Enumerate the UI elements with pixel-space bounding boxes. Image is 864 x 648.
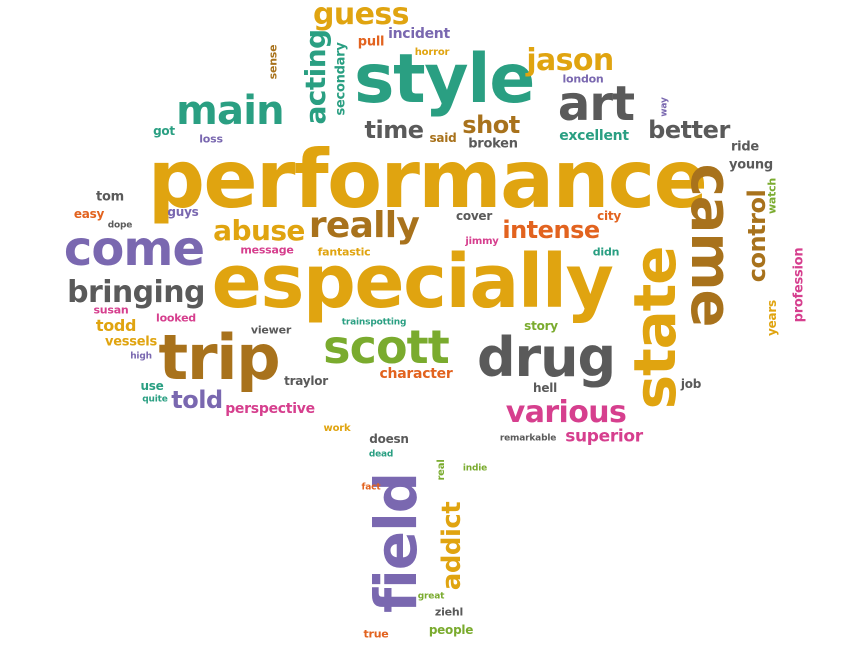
word: years (765, 300, 779, 336)
word: easy (73, 207, 105, 221)
word: style (354, 40, 535, 119)
word: excellent (559, 128, 629, 144)
word: story (524, 319, 558, 333)
word: jason (526, 43, 614, 78)
word: said (429, 131, 457, 145)
word: sense (266, 44, 280, 80)
word: viewer (250, 323, 292, 337)
word: bringing (67, 275, 205, 310)
word: shot (462, 111, 520, 139)
word: came (678, 163, 743, 327)
word: job (680, 377, 702, 391)
word: scott (323, 320, 450, 374)
word: main (176, 88, 284, 134)
word: remarkable (499, 433, 557, 444)
word: ride (731, 139, 759, 155)
word: quite (142, 394, 168, 405)
word: superior (565, 426, 643, 447)
word: fantastic (317, 245, 371, 259)
word: really (308, 205, 420, 246)
word: didn (592, 245, 620, 259)
word: character (379, 366, 453, 382)
word: message (240, 243, 294, 257)
word: ziehl (434, 605, 464, 619)
word: susan (93, 303, 129, 317)
word: loss (199, 132, 223, 146)
word: people (428, 623, 474, 637)
word: high (130, 351, 152, 362)
word: perspective (225, 401, 315, 417)
word: tom (96, 189, 124, 205)
word: london (562, 72, 604, 86)
word: use (140, 379, 164, 393)
word: abuse (213, 214, 305, 247)
word: secondary (333, 42, 349, 116)
word: come (63, 221, 205, 277)
word: time (364, 116, 424, 144)
word: pull (357, 34, 385, 50)
word: vessels (105, 334, 157, 350)
word: watch (765, 177, 779, 215)
word: great (417, 591, 445, 602)
word: work (323, 423, 351, 434)
word: young (729, 157, 773, 173)
word: performance (147, 133, 708, 226)
word: traylor (284, 374, 328, 388)
word: todd (95, 316, 137, 335)
word: intense (502, 216, 600, 244)
word: art (557, 76, 635, 132)
word: state (621, 246, 689, 410)
word: horror (414, 47, 450, 58)
word: doesn (369, 432, 409, 446)
word: true (363, 627, 389, 641)
word: drug (476, 326, 616, 389)
word: fact (361, 482, 381, 493)
word: incident (388, 26, 450, 42)
word: city (597, 209, 621, 223)
word: broken (468, 136, 518, 152)
word: trip (158, 321, 281, 394)
word: various (505, 395, 627, 430)
word: got (153, 124, 175, 138)
word: looked (156, 311, 196, 325)
word: hell (533, 381, 557, 395)
word: real (436, 459, 447, 481)
word: told (171, 386, 223, 414)
word: guess (313, 0, 410, 32)
word: indie (462, 463, 488, 474)
word: dead (368, 449, 394, 460)
word: acting (299, 29, 332, 125)
word: jimmy (465, 236, 499, 247)
word: better (648, 116, 730, 144)
word: guys (167, 205, 199, 219)
word: field (362, 472, 430, 614)
word: cover (455, 209, 493, 223)
word: dope (107, 220, 133, 231)
word: way (659, 97, 670, 117)
word: profession (791, 247, 807, 323)
word: trainspotting (341, 317, 407, 328)
word: addict (437, 501, 467, 591)
word: especially (211, 239, 614, 325)
